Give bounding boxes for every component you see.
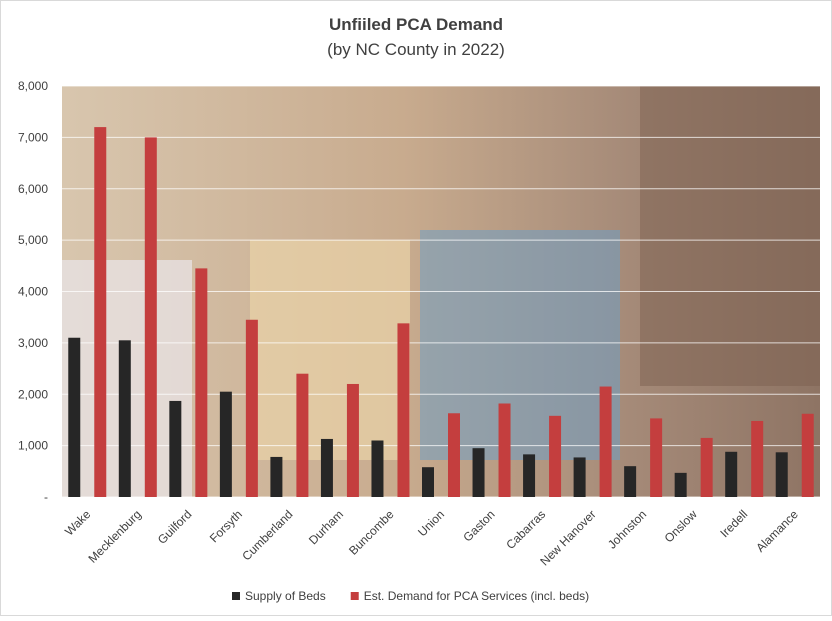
- bar: [624, 466, 636, 497]
- y-tick-label: 8,000: [18, 79, 48, 93]
- legend-label: Est. Demand for PCA Services (incl. beds…: [364, 589, 589, 603]
- bar: [701, 438, 713, 497]
- y-tick-label: 1,000: [18, 439, 48, 453]
- bar: [347, 384, 359, 497]
- bar: [68, 338, 80, 497]
- bar: [499, 403, 511, 497]
- bar: [574, 457, 586, 497]
- bar: [523, 454, 535, 497]
- bar: [675, 473, 687, 497]
- bar: [270, 457, 282, 497]
- bar: [321, 439, 333, 497]
- y-tick-label: 6,000: [18, 182, 48, 196]
- bar: [600, 387, 612, 497]
- bar: [371, 440, 383, 497]
- bar: [296, 374, 308, 497]
- bar: [422, 467, 434, 497]
- bar: [397, 323, 409, 497]
- chart: Unfiiled PCA Demand (by NC County in 202…: [0, 0, 832, 616]
- bar: [802, 414, 814, 497]
- bar: [751, 421, 763, 497]
- bar: [169, 401, 181, 497]
- y-tick-label: 4,000: [18, 285, 48, 299]
- photo-patient: [250, 240, 410, 460]
- y-tick-label: 5,000: [18, 233, 48, 247]
- y-tick-label: -: [44, 490, 48, 504]
- bar: [119, 340, 131, 497]
- bar: [725, 452, 737, 497]
- y-tick-label: 7,000: [18, 130, 48, 144]
- bar: [650, 418, 662, 497]
- y-tick-label: 3,000: [18, 336, 48, 350]
- bar: [145, 137, 157, 497]
- chart-subtitle: (by NC County in 2022): [327, 40, 505, 59]
- chart-title: Unfiiled PCA Demand: [329, 15, 503, 34]
- legend-label: Supply of Beds: [245, 589, 326, 603]
- bar: [94, 127, 106, 497]
- legend-swatch: [232, 592, 240, 600]
- bar: [473, 448, 485, 497]
- bar: [448, 413, 460, 497]
- photo-curtain: [640, 86, 820, 386]
- bar: [195, 268, 207, 497]
- bar: [549, 416, 561, 497]
- legend-swatch: [351, 592, 359, 600]
- y-tick-label: 2,000: [18, 387, 48, 401]
- bar: [246, 320, 258, 497]
- bar: [776, 452, 788, 497]
- bar: [220, 392, 232, 497]
